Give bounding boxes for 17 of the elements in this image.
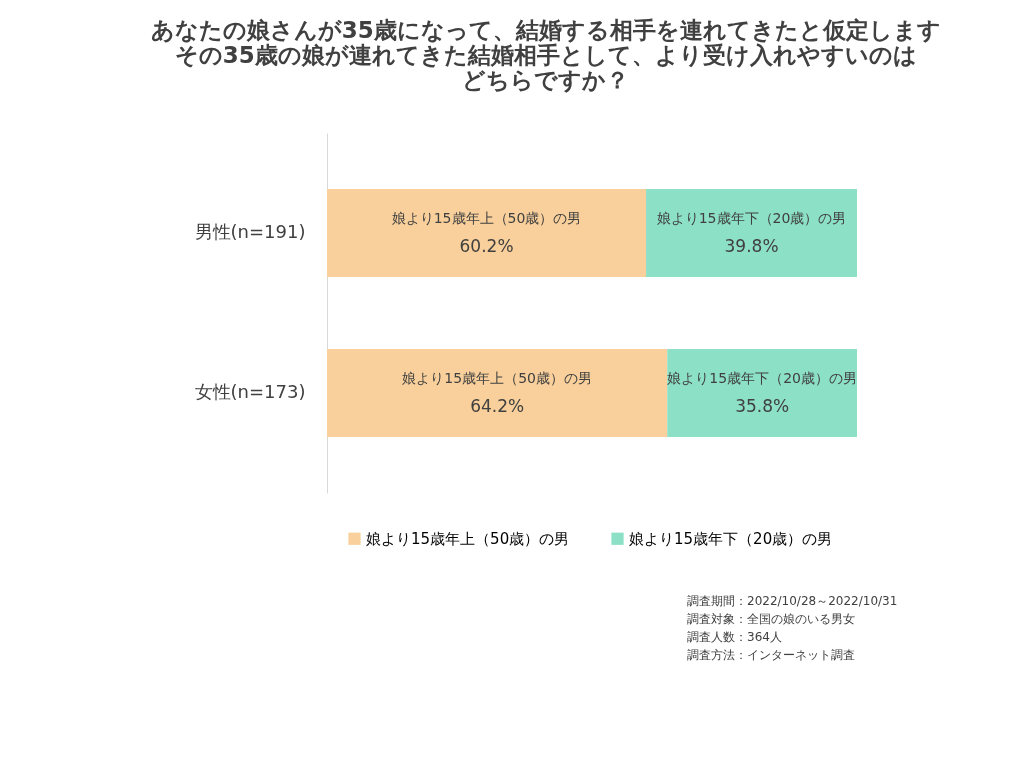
chart-title: あなたの娘さんが35歳になって、結婚する相手を連れてきたと仮定しますその35歳の娘が連れてきた結婚相手として、より受け入れやすいのはどちらですか？ (150, 17, 941, 93)
text: 娘より15歳年下（20歳）の男 (656, 210, 847, 226)
text: 調査期間：2022/10/28～2022/10/31 (687, 594, 898, 608)
data-label: 39.8% (724, 236, 779, 256)
text: 娘より15歳年上（50歳）の男 (402, 370, 592, 386)
text: 調査人数：364人 (687, 630, 782, 644)
text: 娘より15歳年上（50歳）の男 (391, 210, 582, 226)
y-tick-label: 女性(n=173) (194, 381, 306, 402)
text: 調査方法：インターネット調査 (687, 648, 855, 662)
legend-label: 娘より15歳年上（50歳）の男 (366, 529, 570, 548)
text: 調査対象：全国の娘のいる男女 (687, 612, 855, 626)
data-label: 64.2% (470, 396, 525, 416)
text: 娘より15歳年下（20歳）の男 (667, 370, 857, 386)
data-label: 60.2% (459, 236, 514, 256)
legend-label: 娘より15歳年下（20歳）の男 (629, 529, 833, 548)
y-tick-label: 男性(n=191) (194, 221, 306, 242)
data-label: 35.8% (735, 396, 790, 416)
